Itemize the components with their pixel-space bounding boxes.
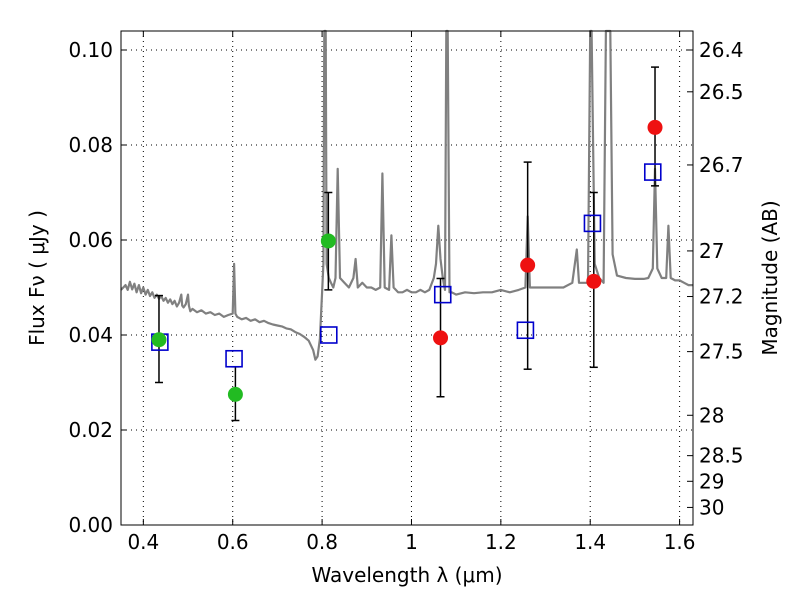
x-tick-label: 1.4 [574, 530, 606, 554]
y2-tick-label: 27.5 [699, 340, 744, 364]
grid [121, 31, 693, 525]
model-square-marker [319, 326, 338, 344]
y-axis-title: Flux Fν ( μJy ) [25, 210, 49, 346]
model-spectrum [120, 29, 693, 361]
plot-frame [120, 30, 694, 526]
model-square-marker [516, 321, 535, 340]
y-tick-label: 0.08 [68, 133, 113, 157]
model-square-marker [225, 349, 243, 368]
y2-tick-label: 26.7 [699, 153, 744, 177]
x-tick-label: 1.6 [664, 530, 696, 554]
model-square-marker [583, 214, 602, 233]
y-tick-label: 0.06 [68, 228, 113, 252]
x-axis-title: Wavelength λ (μm) [311, 563, 502, 587]
axis-ticks: 0.4 0.6 0.8 1 1.2 1.4 1.6 0.00 0.02 0.04 0.06 0.08 0… [68, 31, 744, 554]
y2-tick-label: 30 [699, 495, 724, 519]
x-tick-label: 0.8 [306, 530, 338, 554]
y2-axis-title: Magnitude (AB) [758, 200, 782, 355]
observed-circle-marker [320, 233, 336, 249]
x-tick-label: 0.6 [217, 530, 249, 554]
y-tick-label: 0.10 [68, 38, 113, 62]
y2-tick-label: 27 [699, 239, 724, 263]
observed-circle-marker [647, 119, 663, 135]
y2-tick-label: 27.2 [699, 285, 744, 309]
y-tick-label: 0.02 [68, 418, 113, 442]
x-tick-label: 1.2 [485, 530, 517, 554]
y2-tick-label: 29 [699, 469, 724, 493]
observed-circle-marker [586, 273, 602, 289]
observed-circle-marker [227, 386, 243, 402]
x-tick-label: 0.4 [127, 530, 159, 554]
model-square-marker [433, 285, 452, 304]
y2-tick-label: 26.5 [699, 80, 744, 104]
data-markers [151, 119, 663, 402]
x-tick-label: 1 [405, 530, 418, 554]
y-tick-label: 0.04 [68, 323, 113, 347]
model-square-marker [643, 163, 662, 181]
observed-circle-marker [520, 257, 536, 273]
observed-circle-marker [151, 332, 167, 348]
y2-tick-label: 28 [699, 403, 724, 427]
y-tick-label: 0.00 [68, 513, 113, 537]
spectrum-line [120, 29, 693, 361]
y2-tick-label: 28.5 [699, 444, 744, 468]
y2-tick-label: 26.4 [699, 38, 744, 62]
observed-circle-marker [433, 330, 449, 346]
